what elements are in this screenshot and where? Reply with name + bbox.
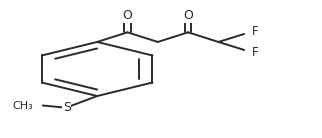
Text: O: O — [123, 9, 132, 22]
Text: CH₃: CH₃ — [13, 100, 33, 111]
Text: S: S — [63, 101, 71, 114]
Text: F: F — [251, 46, 258, 59]
Text: F: F — [251, 25, 258, 38]
Text: O: O — [183, 9, 193, 22]
